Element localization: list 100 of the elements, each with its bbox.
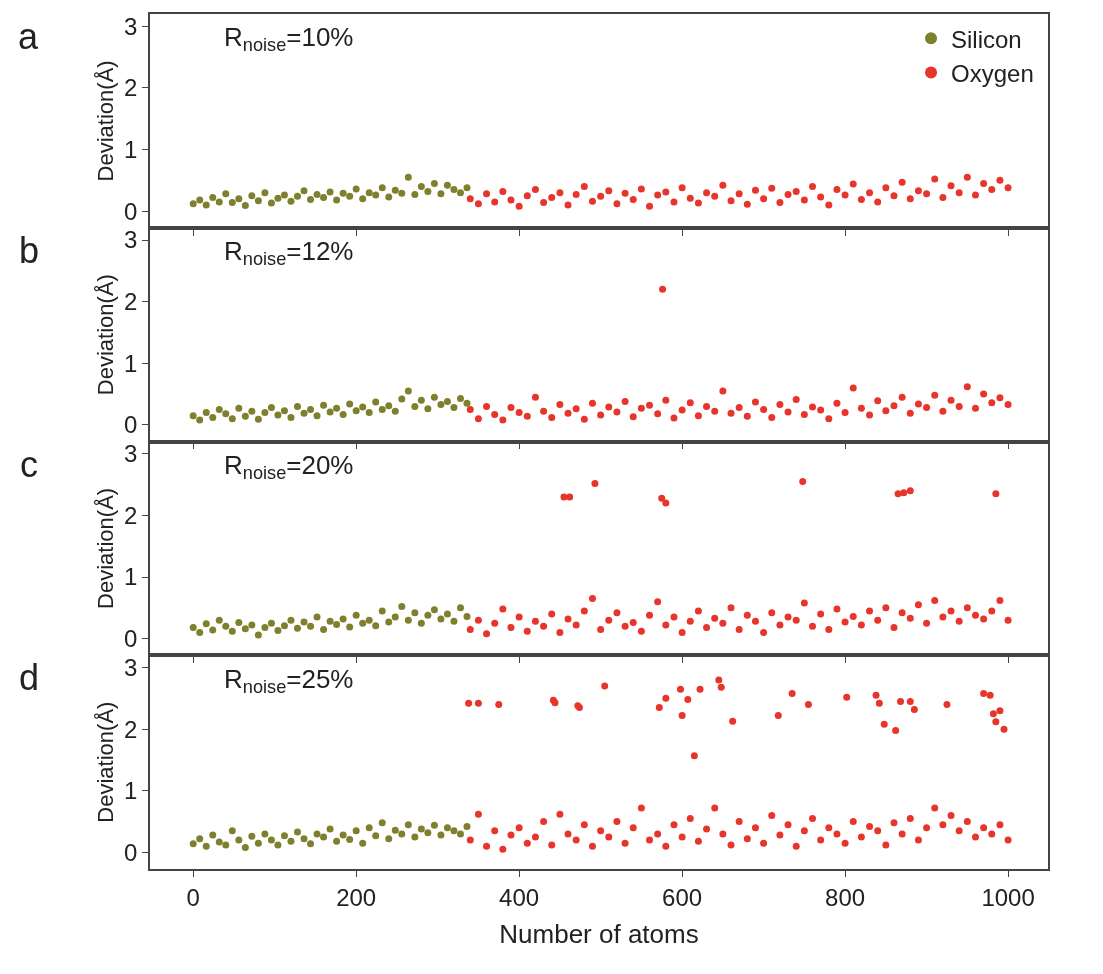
point	[378, 405, 386, 413]
point	[411, 833, 419, 841]
point	[333, 837, 341, 845]
point	[372, 622, 380, 630]
point	[241, 202, 249, 210]
point	[411, 190, 419, 198]
y-tick-label: 2	[124, 288, 138, 316]
point	[437, 190, 445, 198]
point	[215, 198, 223, 206]
y-axis-title: Deviation(Å)	[93, 487, 119, 609]
point	[359, 403, 367, 411]
point	[307, 405, 315, 413]
point	[391, 613, 399, 621]
point	[307, 622, 315, 630]
y-tick-label: 0	[124, 838, 138, 866]
y-tick-label: 0	[124, 197, 138, 225]
point	[365, 824, 373, 832]
point	[313, 830, 321, 838]
y-tick-label: 3	[124, 226, 138, 254]
point	[293, 192, 301, 200]
point	[346, 400, 354, 408]
point	[443, 181, 451, 189]
point	[189, 840, 197, 848]
point	[196, 196, 204, 204]
point	[215, 405, 223, 413]
point	[398, 830, 406, 838]
point	[352, 611, 360, 619]
point	[261, 830, 269, 838]
point	[189, 412, 197, 420]
point	[352, 827, 360, 835]
point	[202, 842, 210, 850]
point	[404, 821, 412, 829]
point	[372, 398, 380, 406]
y-tick-label: 1	[124, 135, 138, 163]
point	[287, 616, 295, 624]
point	[248, 407, 256, 415]
point	[424, 405, 432, 413]
point	[313, 190, 321, 198]
point	[326, 188, 334, 196]
point	[196, 416, 204, 424]
point	[456, 189, 464, 197]
x-tick-label: 1000	[981, 883, 1035, 911]
point	[339, 831, 347, 839]
point	[333, 404, 341, 412]
point	[437, 831, 445, 839]
point	[228, 827, 236, 835]
point	[391, 186, 399, 194]
point	[463, 612, 471, 620]
point	[359, 619, 367, 627]
point	[287, 197, 295, 205]
point	[430, 821, 438, 829]
point	[456, 394, 464, 402]
point	[320, 625, 328, 633]
point	[437, 401, 445, 409]
point	[378, 184, 386, 192]
point	[307, 840, 315, 848]
point	[215, 838, 223, 846]
point	[254, 415, 262, 423]
point	[463, 823, 471, 830]
y-tick-label: 2	[124, 715, 138, 743]
text: b	[19, 230, 40, 271]
point	[235, 619, 243, 627]
y-tick-label: 2	[124, 501, 138, 529]
point	[261, 189, 269, 197]
point	[385, 193, 393, 201]
point	[261, 409, 269, 417]
point	[372, 832, 380, 840]
point	[287, 837, 295, 845]
point	[450, 186, 458, 194]
point	[450, 617, 458, 625]
point	[443, 397, 451, 405]
point	[280, 407, 288, 415]
legend-label: Silicon	[951, 25, 1022, 53]
text: a	[18, 16, 39, 57]
point	[430, 606, 438, 614]
y-tick-label: 2	[124, 74, 138, 102]
point	[326, 408, 334, 416]
point	[196, 628, 204, 636]
point	[274, 194, 282, 202]
point	[209, 831, 217, 839]
point	[385, 402, 393, 410]
point	[267, 619, 275, 627]
point	[378, 819, 386, 827]
point	[391, 826, 399, 834]
point	[443, 824, 451, 832]
point	[398, 395, 406, 403]
point	[254, 197, 262, 205]
point	[365, 189, 373, 197]
y-tick-label: 3	[124, 653, 138, 681]
point	[346, 623, 354, 631]
point	[241, 412, 249, 420]
point	[228, 627, 236, 635]
point	[293, 828, 301, 836]
point	[189, 200, 197, 208]
point	[417, 825, 425, 833]
point	[365, 616, 373, 624]
text: d	[19, 657, 40, 698]
annotation: R$_{noise}$=20%	[224, 450, 354, 484]
legend-label: Oxygen	[951, 59, 1034, 87]
point	[365, 409, 373, 417]
